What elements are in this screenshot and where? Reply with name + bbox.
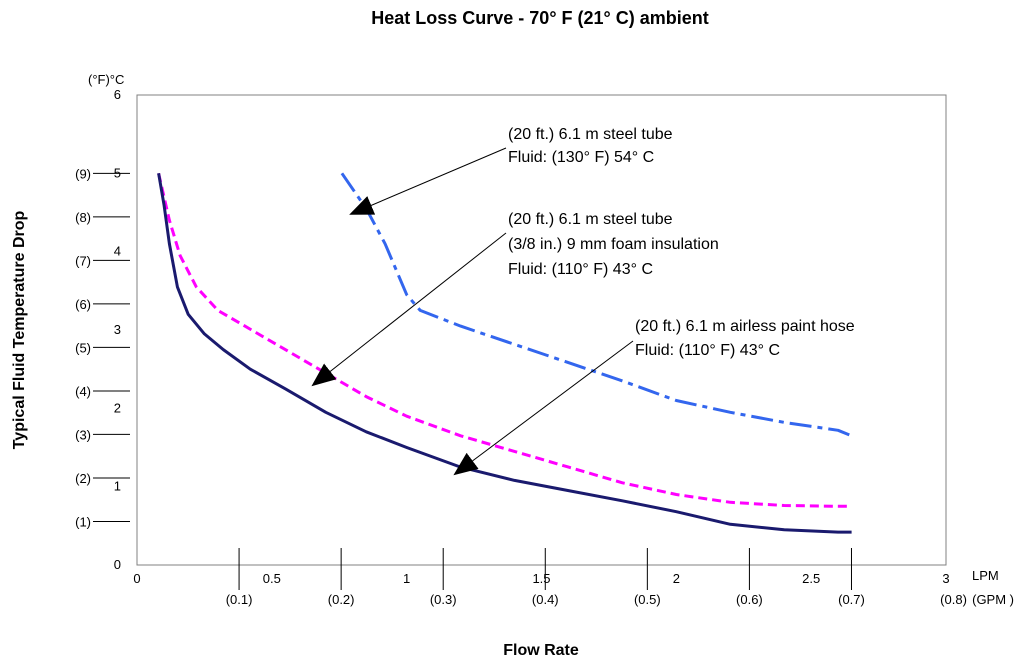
y-secondary-tick-label: (9)	[75, 166, 91, 181]
chart-title: Heat Loss Curve - 70° F (21° C) ambient	[371, 8, 708, 28]
x-axis-ticks: 0 0.5 1 1.5 2 2.5 3	[133, 571, 949, 586]
x-tick-label: 1	[403, 571, 410, 586]
annotation-steel-tube-line-2: Fluid: (130° F) 54° C	[508, 149, 654, 166]
y-secondary-tick-label: (6)	[75, 297, 91, 312]
annotation-paint-hose-line-2: Fluid: (110° F) 43° C	[635, 342, 780, 359]
x-secondary-tick-label: (0.5)	[634, 592, 661, 607]
y-tick-label: 3	[114, 322, 121, 337]
x-secondary-tick-label: (0.7)	[838, 592, 865, 607]
y-tick-label: 6	[114, 87, 121, 102]
y-tick-label: 0	[114, 557, 121, 572]
y-tick-label: 2	[114, 400, 121, 415]
annotation-insulated-tube-line-2: (3/8 in.) 9 mm foam insulation	[508, 236, 719, 253]
x-secondary-tick-label: (0.2)	[328, 592, 355, 607]
y-unit-label: (°F)°C	[88, 72, 124, 87]
y-axis-ticks: 0123456	[114, 87, 121, 572]
x-unit-secondary: (GPM )	[972, 592, 1014, 607]
annotation-paint-hose-line-1: (20 ft.) 6.1 m airless paint hose	[635, 318, 855, 335]
x-axis-secondary-ticks: (0.1) (0.2) (0.3) (0.4) (0.5) (0.6) (0.7) (0.8)	[226, 548, 967, 607]
svg-text:(20 ft.) 6.1 m steel tube(3/8: (20 ft.) 6.1 m steel tube (3/8 in.) 9 mm …	[508, 211, 719, 278]
y-tick-label: 4	[114, 244, 121, 259]
x-tick-label: 2.5	[802, 571, 820, 586]
annotation-steel-tube: (20 ft.) 6.1 m steel tube Fluid: (130° F)…	[349, 126, 673, 215]
y-secondary-tick-label: (7)	[75, 253, 91, 268]
x-secondary-tick-label: (0.1)	[226, 592, 253, 607]
y-secondary-tick-label: (8)	[75, 210, 91, 225]
x-tick-label: 3	[942, 571, 949, 586]
annotation-insulated-tube-line-3: Fluid: (110° F) 43° C	[508, 261, 653, 278]
annotation-steel-tube-line-1: (20 ft.) 6.1 m steel tube	[508, 126, 673, 143]
y-axis-title: Typical Fluid Temperature Drop	[11, 211, 28, 450]
series-layer	[157, 172, 853, 534]
y-secondary-tick-label: (2)	[75, 471, 91, 486]
annotation-paint-hose: (20 ft.) 6.1 m airless paint hose Fluid: …	[453, 318, 855, 476]
annotation-insulated-tube-line-1: (20 ft.) 6.1 m steel tube	[508, 211, 673, 228]
annotation-paint-hose-arrow	[453, 340, 634, 476]
y-secondary-tick-label: (1)	[75, 514, 91, 529]
y-secondary-tick-label: (3)	[75, 427, 91, 442]
y-tick-label: 1	[114, 479, 121, 494]
x-axis-title: Flow Rate	[503, 642, 579, 659]
y-axis-secondary-ticks: (1) (2) (3) (4) (5) (6) (7) (8) (9)	[75, 166, 130, 529]
series-line-0	[340, 172, 853, 438]
annotation-steel-tube-arrow	[349, 147, 507, 215]
x-secondary-tick-label: (0.3)	[430, 592, 457, 607]
x-secondary-tick-label: (0.4)	[532, 592, 559, 607]
x-tick-label: 2	[673, 571, 680, 586]
x-secondary-tick-label: (0.8)	[940, 592, 967, 607]
x-unit-primary: LPM	[972, 568, 999, 583]
annotation-insulated-tube-arrow	[311, 232, 507, 387]
x-tick-label: 0	[133, 571, 140, 586]
x-tick-label: 1.5	[532, 571, 550, 586]
x-tick-label: 0.5	[263, 571, 281, 586]
x-secondary-tick-label: (0.6)	[736, 592, 763, 607]
annotation-insulated-tube: (20 ft.) 6.1 m steel tube (3/8 in.) 9 mm …	[311, 211, 719, 387]
y-secondary-tick-label: (5)	[75, 340, 91, 355]
y-secondary-tick-label: (4)	[75, 384, 91, 399]
series-line-1	[157, 172, 852, 508]
series-line-2	[157, 173, 852, 534]
svg-text:(20 ft.) 6.1 m airless paint h: (20 ft.) 6.1 m airless paint hose Fluid: …	[635, 318, 855, 359]
